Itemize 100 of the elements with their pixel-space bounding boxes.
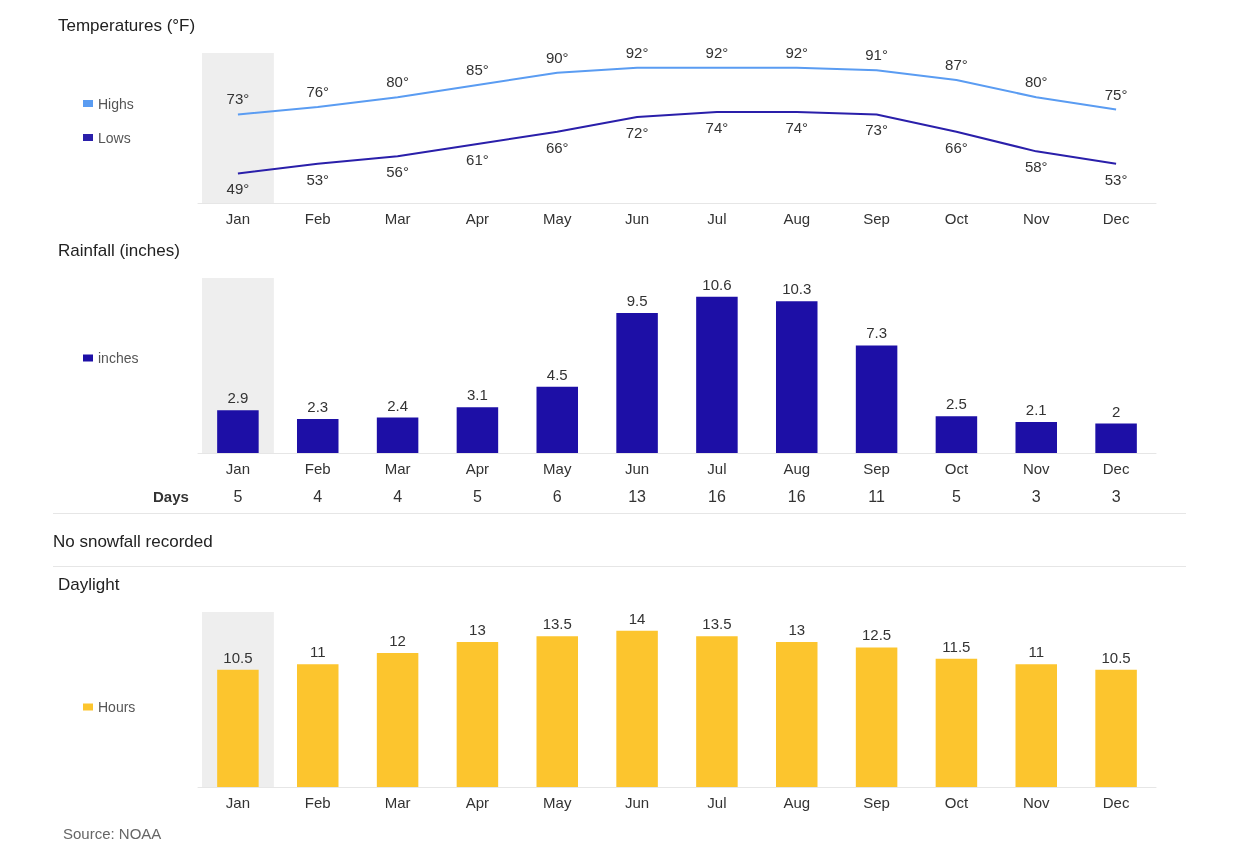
data-label: 2.1 [1025, 401, 1047, 419]
x-tick-label: Jun [624, 794, 650, 811]
x-tick-label: Jul [707, 460, 727, 477]
bar [775, 301, 818, 453]
data-label: 13 [627, 488, 647, 506]
bar [696, 636, 738, 787]
data-label: 73° [226, 90, 250, 108]
data-label: 11.5 [942, 637, 971, 655]
data-label: 11 [1028, 643, 1045, 661]
data-label: 6 [551, 488, 563, 506]
bar [935, 416, 978, 453]
text: Days [153, 488, 189, 505]
bar [456, 407, 499, 453]
data-label: 13.5 [702, 615, 732, 633]
x-tick-label: Jul [707, 210, 727, 227]
bar [855, 647, 898, 787]
data-label: 12.5 [861, 626, 892, 644]
data-label: 87° [945, 56, 968, 74]
data-label: 75° [1104, 85, 1128, 103]
x-tick-label: Jan [225, 460, 251, 477]
bar [775, 641, 818, 787]
data-label: 5 [471, 488, 483, 506]
data-label: 11 [309, 643, 326, 661]
data-label: 2.5 [945, 395, 967, 413]
data-label: 76° [306, 83, 330, 101]
data-label: 85° [466, 60, 489, 78]
bar [1015, 664, 1058, 787]
x-tick-label: Nov [1022, 460, 1051, 477]
data-label: 56° [386, 163, 409, 181]
data-label: 3 [1030, 488, 1042, 506]
data-label: 10.5 [1101, 648, 1131, 666]
x-tick-label: Jun [624, 460, 650, 477]
x-tick-label: Jan [225, 794, 251, 811]
data-label: 90° [545, 48, 569, 66]
data-label: 10.6 [702, 275, 732, 293]
x-tick-label: May [543, 460, 572, 477]
bar [217, 669, 259, 787]
data-label: 53° [306, 170, 330, 188]
data-label: 80° [1024, 73, 1048, 91]
bar [217, 410, 259, 453]
data-label: 92° [705, 43, 729, 61]
data-label: 12 [389, 632, 406, 650]
data-label: 91° [865, 46, 888, 64]
bar [1095, 423, 1137, 453]
x-tick-label: Sep [863, 210, 890, 227]
data-label: 11 [867, 488, 886, 506]
x-tick-label: Dec [1102, 210, 1130, 227]
data-label: 16 [786, 488, 807, 506]
data-label: 58° [1024, 158, 1048, 176]
data-label: 2 [1111, 402, 1121, 420]
data-label: 13.5 [542, 615, 572, 633]
data-label: 13 [469, 620, 486, 638]
x-tick-label: Jun [624, 210, 650, 227]
x-tick-label: Sep [863, 794, 890, 811]
x-tick-label: Jan [225, 210, 251, 227]
bar [1015, 422, 1058, 453]
data-label: 4 [312, 488, 324, 506]
source-note: Source: NOAA [63, 825, 162, 842]
chart-title: Rainfall (inches) [58, 241, 180, 260]
x-tick-label: Feb [304, 210, 331, 227]
legend-label: Highs [98, 95, 134, 112]
legend-label: inches [98, 350, 139, 366]
data-label: 66° [945, 138, 968, 156]
data-label: 3 [1110, 488, 1122, 506]
x-tick-label: Oct [944, 210, 969, 227]
x-tick-label: Aug [783, 794, 811, 811]
x-tick-label: Oct [944, 460, 969, 477]
data-label: 10.5 [223, 648, 253, 666]
legend-label: Hours [98, 699, 136, 715]
data-label: 16 [707, 488, 727, 506]
bar [1095, 669, 1137, 787]
x-tick-label: Apr [465, 460, 490, 477]
bar [376, 417, 419, 453]
data-label: 5 [232, 488, 244, 506]
data-label: 2.3 [307, 398, 329, 416]
data-label: 5 [950, 488, 962, 506]
data-label: 9.5 [626, 291, 648, 309]
x-tick-label: Mar [384, 210, 411, 227]
bar [296, 664, 339, 787]
x-tick-label: Nov [1022, 210, 1051, 227]
x-tick-label: Feb [304, 794, 331, 811]
x-tick-label: Nov [1022, 794, 1051, 811]
data-label: 92° [625, 43, 649, 61]
data-label: 3.1 [466, 386, 488, 404]
x-tick-label: Feb [304, 460, 331, 477]
data-label: 66° [545, 138, 569, 156]
x-tick-label: Oct [944, 794, 969, 811]
bar [616, 312, 658, 453]
data-label: 13 [788, 620, 806, 638]
chart-title: Temperatures (°F) [58, 16, 196, 35]
x-tick-label: Mar [384, 794, 411, 811]
legend-label: Lows [98, 129, 131, 146]
data-label: 72° [625, 123, 649, 141]
x-tick-label: Dec [1102, 460, 1130, 477]
x-tick-label: Dec [1102, 794, 1130, 811]
data-label: 73° [865, 121, 888, 139]
chart-title: Daylight [58, 575, 120, 594]
x-tick-label: Aug [783, 210, 811, 227]
x-tick-label: Sep [863, 460, 890, 477]
data-label: 61° [466, 150, 489, 168]
